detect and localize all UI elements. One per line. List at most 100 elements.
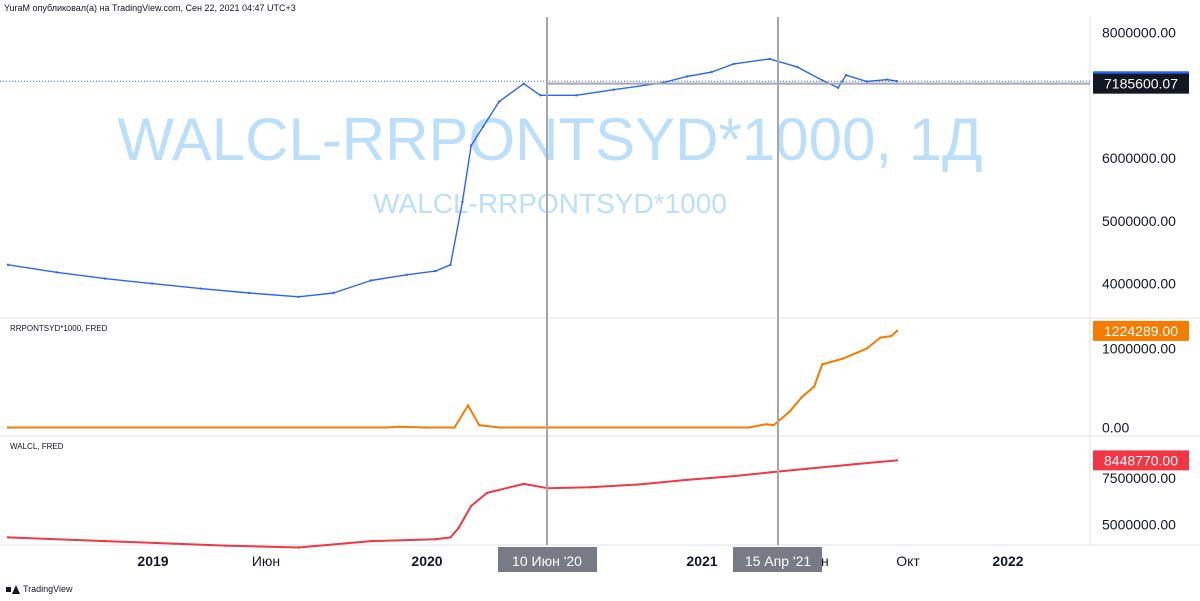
data-point-main-12 [461, 200, 464, 204]
data-point-main-19 [612, 88, 615, 91]
x-tick-2022: 2022 [992, 553, 1023, 569]
data-point-middle-19 [895, 329, 899, 333]
data-point-middle-0 [6, 426, 10, 429]
x-tick-oct: Окт [896, 553, 920, 569]
series-line-middle[interactable] [8, 330, 898, 429]
x-tick-2020: 2020 [411, 553, 442, 569]
footer-brand-text: TradingView [23, 584, 73, 594]
data-point-main-16 [522, 82, 525, 85]
data-point-main-21 [685, 75, 689, 78]
watermark-main: WALCL-RRPONTSYD*1000, 1Д [117, 106, 982, 173]
y-tick-main-0: 8000000.00 [1102, 25, 1176, 41]
data-point-bottom-6 [449, 536, 452, 539]
y-tick-middle-0: 1000000.00 [1102, 341, 1176, 357]
data-point-main-7 [332, 291, 335, 295]
data-point-main-6 [297, 295, 300, 298]
publish-info: YuraM опубликовал(а) на TradingView.com,… [4, 3, 296, 13]
data-point-main-8 [369, 279, 373, 282]
footer-branding: TradingView [6, 584, 73, 594]
x-tick-2021: 2021 [686, 553, 717, 569]
y-tick-main-3: 4000000.00 [1102, 276, 1176, 292]
data-point-main-14 [481, 125, 485, 128]
data-point-main-17 [539, 94, 542, 97]
data-point-bottom-14 [685, 478, 689, 482]
crosshair-price-label: 7185600.07 [1104, 76, 1178, 92]
data-point-main-27 [836, 86, 840, 90]
data-point-bottom-16 [768, 471, 771, 474]
data-point-main-4 [199, 287, 202, 290]
data-point-main-15 [497, 100, 501, 103]
data-point-main-24 [768, 57, 771, 61]
data-point-main-3 [150, 282, 154, 285]
data-point-middle-15 [840, 357, 844, 361]
rrp-pane-title: RRPONTSYD*1000, FRED [10, 324, 108, 333]
last-price-label-bottom: 8448770.00 [1104, 452, 1178, 468]
data-point-bottom-10 [522, 482, 525, 486]
last-price-label-middle: 1224289.00 [1104, 323, 1178, 339]
data-point-main-2 [103, 277, 107, 280]
data-point-middle-5 [466, 404, 470, 407]
data-point-middle-18 [890, 334, 893, 338]
data-point-bottom-9 [485, 491, 489, 495]
data-point-bottom-2 [224, 544, 227, 547]
main-pane[interactable] [0, 17, 1090, 317]
data-point-middle-4 [453, 426, 456, 429]
data-point-bottom-0 [6, 536, 10, 539]
data-point-middle-16 [865, 347, 868, 350]
series-line-main[interactable] [7, 58, 898, 298]
rrp-pane[interactable] [0, 318, 1090, 435]
data-point-middle-9 [764, 423, 767, 426]
crosshair-date-1: 10 Июн '20 [512, 553, 582, 569]
data-point-main-1 [55, 271, 58, 274]
data-point-middle-8 [747, 426, 751, 429]
data-point-main-5 [248, 291, 251, 295]
walcl-pane-title: WALCL, FRED [10, 442, 64, 451]
y-tick-middle-1: 0.00 [1102, 419, 1129, 435]
crosshair-date-2: 15 Апр '21 [745, 553, 812, 569]
data-point-middle-14 [821, 363, 824, 366]
data-point-main-28 [844, 74, 848, 77]
data-point-bottom-13 [637, 483, 640, 486]
data-point-main-23 [732, 62, 735, 66]
data-point-middle-7 [497, 426, 501, 429]
x-tick-jun: Июн [252, 553, 280, 569]
data-point-bottom-1 [103, 539, 107, 543]
data-point-bottom-5 [434, 538, 437, 541]
data-point-middle-10 [772, 423, 775, 427]
data-point-bottom-18 [854, 462, 857, 466]
data-point-bottom-19 [895, 459, 899, 462]
data-point-middle-17 [879, 336, 882, 339]
watermark-sub: WALCL-RRPONTSYD*1000 [373, 188, 727, 219]
data-point-bottom-17 [805, 467, 809, 470]
data-point-main-0 [6, 263, 10, 266]
data-point-middle-3 [424, 426, 427, 429]
tradingview-logo-icon [6, 584, 20, 594]
data-point-middle-13 [813, 385, 816, 388]
data-point-middle-12 [800, 396, 803, 399]
data-point-middle-2 [397, 425, 400, 428]
x-tick-2019: 2019 [137, 553, 168, 569]
last-price-box-bottom [1093, 450, 1189, 471]
last-price-box-middle [1093, 320, 1189, 341]
data-point-bottom-3 [297, 546, 300, 549]
data-point-bottom-15 [732, 474, 735, 478]
data-point-main-11 [449, 263, 452, 266]
walcl-pane[interactable] [0, 436, 1090, 545]
data-point-bottom-4 [369, 539, 373, 543]
data-point-main-22 [710, 70, 713, 74]
data-point-main-9 [405, 273, 408, 276]
data-point-bottom-7 [457, 526, 460, 530]
data-point-bottom-12 [588, 486, 591, 489]
data-point-main-18 [575, 94, 578, 97]
y-tick-main-1: 6000000.00 [1102, 150, 1176, 166]
data-point-bottom-8 [470, 504, 473, 508]
data-point-middle-1 [384, 426, 388, 429]
y-tick-bottom-1: 5000000.00 [1102, 516, 1176, 532]
y-tick-bottom-0: 7500000.00 [1102, 470, 1176, 486]
data-point-middle-6 [478, 423, 481, 427]
y-tick-main-2: 5000000.00 [1102, 213, 1176, 229]
crosshair-date-box-2 [733, 547, 822, 572]
crosshair-date-box-1 [498, 547, 597, 572]
series-line-bottom[interactable] [7, 459, 898, 549]
